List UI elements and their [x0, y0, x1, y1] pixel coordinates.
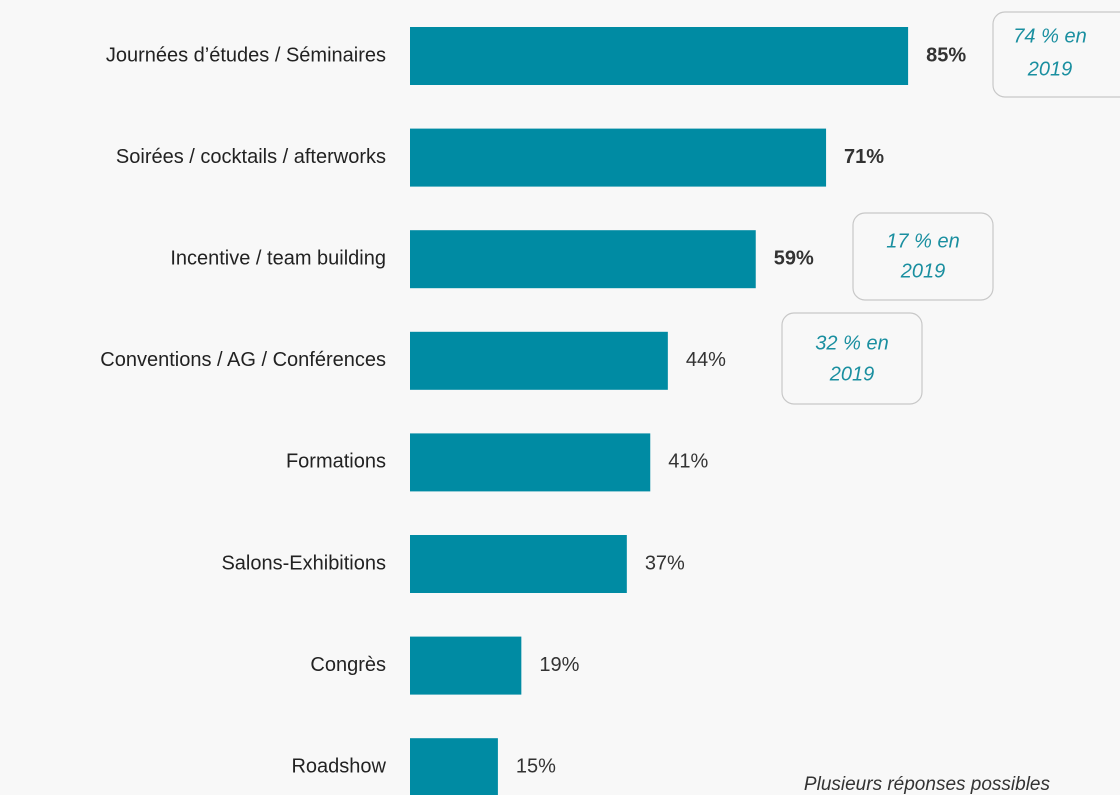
annotation-box [781, 312, 923, 405]
annotation-text: 2019 [829, 363, 875, 385]
value-label: 59% [774, 247, 814, 269]
annotation-text: 32 % en [815, 332, 888, 354]
category-label: Conventions / AG / Conférences [100, 349, 386, 371]
bar [410, 128, 827, 187]
value-label: 44% [686, 349, 726, 371]
category-label: Roadshow [291, 755, 386, 777]
category-label: Incentive / team building [170, 247, 386, 269]
annotation-text: 74 % en [1013, 25, 1086, 47]
annotation-text: 2019 [1027, 58, 1073, 80]
annotation-box [992, 11, 1120, 98]
category-label: Journées d’études / Séminaires [106, 44, 386, 66]
category-label: Salons-Exhibitions [221, 552, 386, 574]
value-label: 15% [516, 755, 556, 777]
category-label: Congrès [310, 654, 386, 676]
bar [410, 27, 909, 85]
category-label: Formations [286, 451, 386, 473]
bar [410, 230, 756, 289]
bar [410, 636, 522, 695]
annotation-box [852, 212, 994, 301]
value-label: 71% [844, 146, 884, 168]
value-label: 41% [668, 451, 708, 473]
value-label: 37% [645, 552, 685, 574]
bar [410, 433, 651, 492]
note: Plusieurs réponses possibles [804, 774, 1051, 795]
value-label: 85% [926, 44, 966, 66]
bar [410, 738, 498, 795]
value-label: 19% [539, 654, 579, 676]
bar [410, 535, 627, 593]
annotation-text: 17 % en [886, 230, 959, 252]
category-label: Soirées / cocktails / afterworks [116, 146, 386, 168]
annotation-text: 2019 [900, 260, 946, 282]
bar [410, 331, 668, 390]
